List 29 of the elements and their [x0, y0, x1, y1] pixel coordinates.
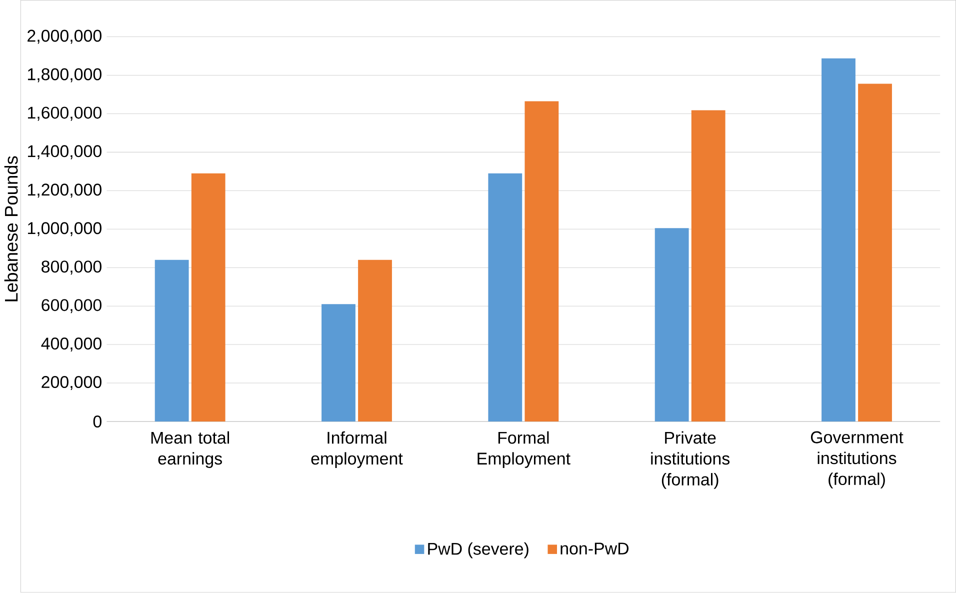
x-tick-label: Mean total earnings: [151, 432, 229, 468]
y-tick-label: 0: [93, 416, 102, 428]
bar: [691, 110, 726, 422]
y-tick-label: 1,800,000: [28, 68, 102, 82]
legend-label: PwD (severe): [428, 542, 528, 558]
bar: [154, 260, 189, 422]
y-axis-title: Lebanese Pounds: [4, 156, 18, 302]
y-tick-label: 600,000: [42, 299, 102, 314]
bar: [322, 304, 356, 422]
y-tick-label: 400,000: [41, 338, 102, 352]
y-tick-label: 1,400,000: [28, 145, 102, 160]
y-tick-label: 800,000: [42, 260, 102, 275]
bar: [191, 174, 226, 422]
bar: [358, 260, 392, 422]
x-tick-label: Government institutions (formal): [810, 432, 904, 489]
bar: [858, 84, 892, 422]
x-tick-label: Informal employment: [311, 432, 403, 468]
bar: [654, 228, 689, 422]
x-tick-label: Private institutions (formal): [651, 432, 730, 490]
bar: [488, 174, 522, 422]
y-tick-label: 1,600,000: [28, 106, 102, 121]
legend-label: non-PwD: [560, 542, 629, 555]
y-tick-label: 200,000: [42, 376, 102, 390]
bar: [524, 101, 559, 422]
bar: [822, 58, 856, 422]
y-tick-label: 2,000,000: [28, 30, 102, 44]
x-tick-label: Formal Employment: [478, 432, 570, 468]
y-tick-label: 1,200,000: [28, 184, 102, 198]
y-tick-label: 1,000,000: [28, 222, 102, 236]
